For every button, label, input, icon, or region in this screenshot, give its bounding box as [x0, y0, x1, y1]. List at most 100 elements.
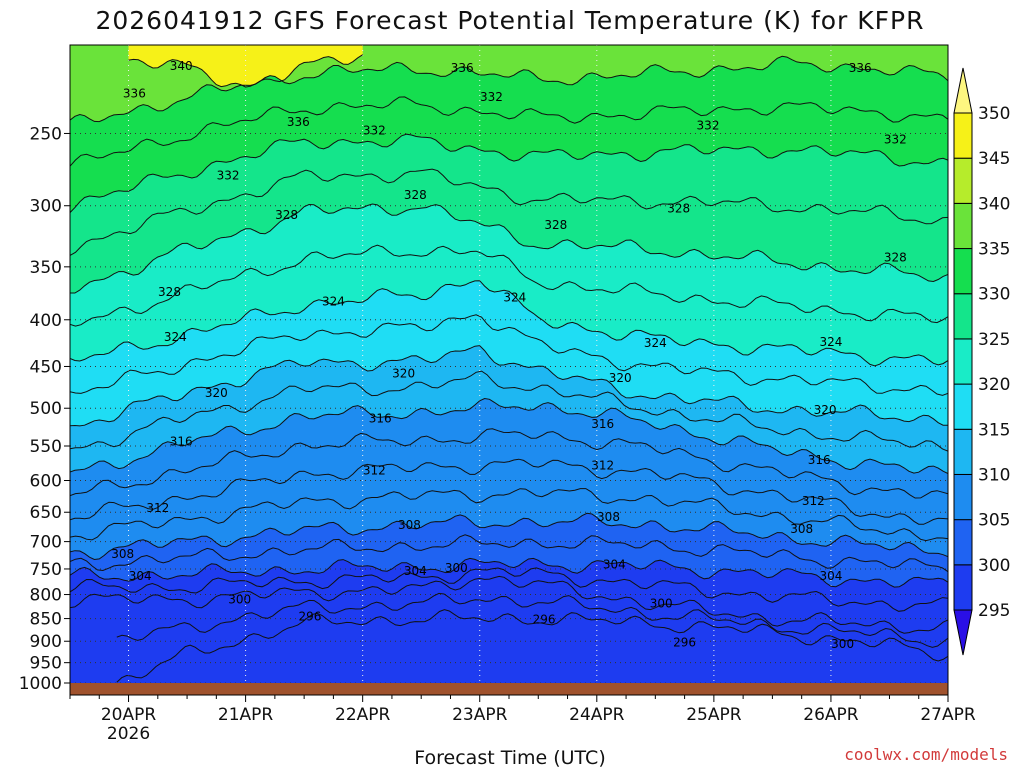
contour-label-328: 328: [158, 285, 181, 299]
contour-line-mid-312: [70, 428, 948, 499]
contour-label-324: 324: [164, 330, 187, 344]
colorbar-swatch-325: [953, 293, 973, 340]
contour-label-328: 328: [667, 201, 690, 215]
colorbar-arrow-high: [953, 67, 973, 114]
contour-line-340: [128, 54, 363, 88]
colorbar-label-345: 345: [978, 149, 1010, 169]
contour-label-308: 308: [790, 522, 813, 536]
contour-label-308: 308: [398, 518, 421, 532]
contour-label-312: 312: [363, 463, 386, 477]
contour-line-308: [70, 512, 948, 561]
colorbar-label-330: 330: [978, 285, 1010, 305]
contour-label-304: 304: [404, 564, 427, 578]
contour-line-316: [70, 397, 948, 475]
contour-line-mid-328: [70, 168, 948, 256]
contour-label-324: 324: [644, 336, 667, 350]
contour-label-304: 304: [129, 569, 152, 583]
x-tick-label-23APR: 23APR: [452, 705, 508, 725]
y-tick-label-550: 550: [30, 437, 62, 457]
y-tick-label-600: 600: [30, 472, 62, 492]
chart-title: 2026041912 GFS Forecast Potential Temper…: [95, 6, 924, 35]
contour-line-mid-332: [70, 96, 948, 167]
contour-label-324: 324: [503, 290, 526, 304]
contour-label-308: 308: [111, 547, 134, 561]
contour-label-300: 300: [650, 596, 673, 610]
colorbar-label-325: 325: [978, 330, 1010, 350]
contour-line-320: [70, 345, 948, 427]
y-tick-label-900: 900: [30, 632, 62, 652]
contour-labels: 340 336 336 336 336 332 332 332 332 332 328 328 328 3…: [111, 59, 907, 651]
y-tick-label-750: 750: [30, 560, 62, 580]
contour-label-300: 300: [831, 637, 854, 651]
contour-line-304: [70, 557, 948, 588]
contour-label-320: 320: [392, 366, 415, 380]
x-tick-label-21APR: 21APR: [218, 705, 274, 725]
contour-label-336: 336: [123, 86, 146, 100]
contour-label-320: 320: [205, 386, 228, 400]
contour-label-332: 332: [217, 169, 240, 183]
contour-label-300: 300: [445, 561, 468, 575]
contour-line-mid-316: [70, 370, 948, 452]
contour-label-304: 304: [819, 569, 842, 583]
x-tick-label-20APR: 20APR: [101, 705, 157, 725]
x-year-label: 2026: [107, 724, 150, 744]
y-tick-label-300: 300: [30, 197, 62, 217]
contour-label-332: 332: [697, 118, 720, 132]
colorbar-label-350: 350: [978, 104, 1010, 124]
colorbar-swatch-330: [953, 248, 973, 295]
contour-line-300: [70, 575, 948, 634]
contour-line-336: [70, 55, 948, 123]
contour-line-mid-320: [70, 314, 948, 396]
y-tick-label-950: 950: [30, 654, 62, 674]
contour-line-mid-304: [70, 534, 948, 573]
contour-line-mid-324: [70, 244, 948, 327]
contour-label-336: 336: [451, 61, 474, 75]
colorbar-label-305: 305: [978, 511, 1010, 531]
contour-label-324: 324: [322, 295, 345, 309]
contour-label-324: 324: [819, 335, 842, 349]
contour-label-316: 316: [170, 435, 193, 449]
contour-line-312: [70, 458, 948, 525]
contour-line-mid-296: [116, 592, 948, 648]
y-tick-label-450: 450: [30, 357, 62, 377]
colorbar-label-340: 340: [978, 194, 1010, 214]
colorbar-label-295: 295: [978, 601, 1010, 621]
y-tick-label-650: 650: [30, 503, 62, 523]
y-tick-label-500: 500: [30, 399, 62, 419]
contour-line-296: [116, 609, 948, 683]
colorbar-swatch-320: [953, 338, 973, 385]
contour-label-336: 336: [287, 115, 310, 129]
contour-label-328: 328: [275, 208, 298, 222]
contour-label-316: 316: [591, 417, 614, 431]
contour-label-312: 312: [146, 501, 169, 515]
x-axis: 20APR 21APR 22APR 23APR 24APR 25APR 26APR 27APR…: [69, 695, 976, 744]
x-tick-label-26APR: 26APR: [803, 705, 859, 725]
y-tick-label-250: 250: [30, 124, 62, 144]
contour-label-328: 328: [884, 251, 907, 265]
contour-label-312: 312: [802, 494, 825, 508]
contour-label-296: 296: [673, 636, 696, 650]
contour-label-308: 308: [597, 510, 620, 524]
x-tick-label-25APR: 25APR: [686, 705, 742, 725]
contour-label-332: 332: [363, 123, 386, 137]
x-tick-label-22APR: 22APR: [335, 705, 391, 725]
y-tick-label-1000: 1000: [19, 674, 62, 694]
contour-label-320: 320: [814, 403, 837, 417]
ground-bar: [70, 683, 948, 695]
contour-label-332: 332: [884, 133, 907, 147]
colorbar-swatch-315: [953, 383, 973, 430]
contour-line-mid-300: [70, 567, 948, 612]
fill-band-340: [128, 45, 363, 88]
fill-band-296: [110, 609, 948, 683]
colorbar-swatch-335: [953, 202, 973, 250]
colorbar-swatch-310: [953, 428, 973, 475]
contour-label-304: 304: [603, 558, 626, 572]
contour-label-332: 332: [480, 90, 503, 104]
x-axis-label: Forecast Time (UTC): [414, 747, 605, 768]
colorbar-swatch-295: [953, 564, 973, 611]
colorbar-label-310: 310: [978, 465, 1010, 485]
filled-contours: [70, 45, 948, 683]
colorbar-label-335: 335: [978, 240, 1010, 260]
contour-label-316: 316: [369, 411, 392, 425]
